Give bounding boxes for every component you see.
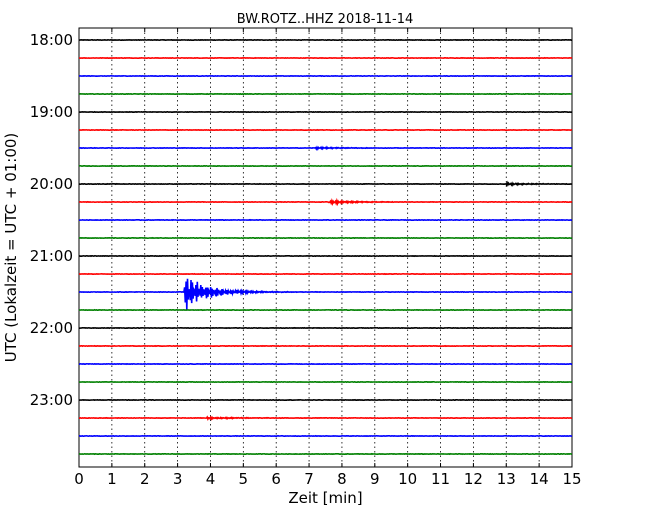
x-tick-label: 9: [370, 470, 380, 488]
x-tick-label: 6: [271, 470, 281, 488]
x-tick-label: 3: [173, 470, 183, 488]
trace-1930: [78, 145, 573, 151]
y-axis-label: UTC (Lokalzeit = UTC + 01:00): [2, 133, 20, 363]
x-tick-label: 5: [239, 470, 249, 488]
trace-2315: [78, 415, 573, 421]
x-tick-label: 11: [431, 470, 450, 488]
x-tick-label: 12: [464, 470, 483, 488]
y-tick-label: 20:00: [30, 175, 73, 193]
x-tick-label: 8: [337, 470, 347, 488]
y-tick-label: 18:00: [30, 31, 73, 49]
x-tick-label: 13: [497, 470, 516, 488]
x-tick-label: 0: [74, 470, 84, 488]
x-tick-label: 2: [140, 470, 150, 488]
chart-title: BW.ROTZ..HHZ 2018-11-14: [236, 12, 414, 27]
x-tick-label: 7: [304, 470, 314, 488]
y-tick-label: 19:00: [30, 103, 73, 121]
trace-2130: [78, 278, 573, 310]
x-tick-label: 15: [562, 470, 581, 488]
x-axis-label: Zeit [min]: [288, 489, 362, 507]
plot-frame: [78, 27, 573, 468]
trace-2015: [78, 197, 573, 207]
y-tick-label: 22:00: [30, 319, 73, 337]
x-tick-label: 4: [206, 470, 216, 488]
x-tick-label: 10: [398, 470, 417, 488]
trace-2000: [78, 180, 573, 187]
x-tick-label: 14: [530, 470, 549, 488]
y-tick-label: 21:00: [30, 247, 73, 265]
y-tick-label: 23:00: [30, 391, 73, 409]
x-tick-label: 1: [107, 470, 117, 488]
